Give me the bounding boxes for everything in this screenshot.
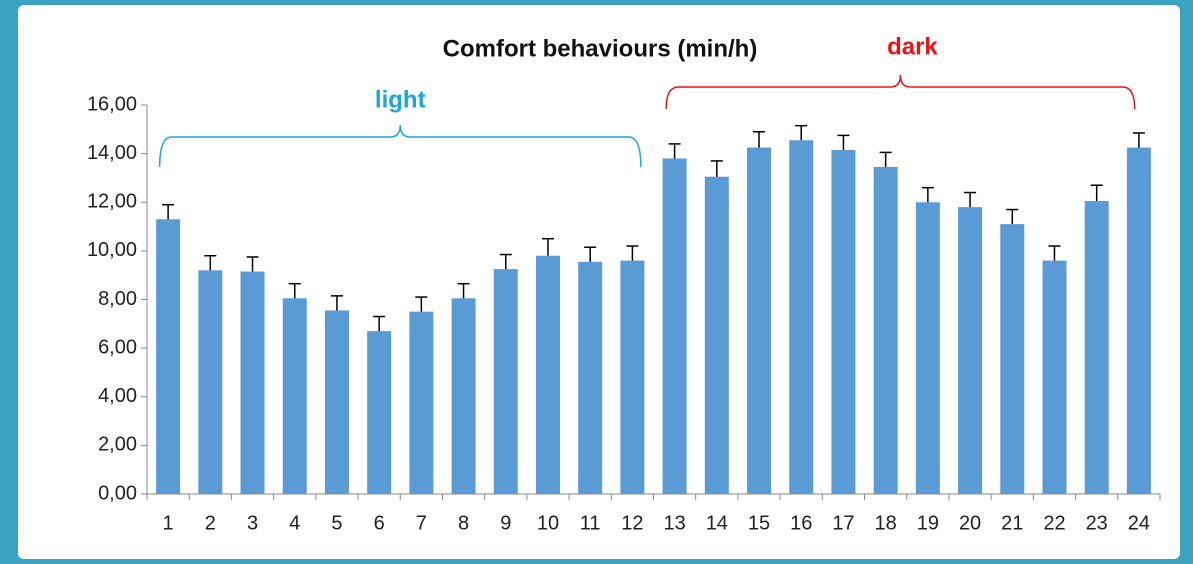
error-bar — [499, 253, 512, 270]
y-tick-label: 14,00 — [87, 142, 137, 164]
bar — [915, 202, 940, 494]
brace — [665, 74, 1136, 110]
error-bar — [879, 151, 892, 167]
x-tick-label: 1 — [163, 512, 174, 534]
error-bar — [837, 134, 850, 150]
error-bar — [457, 282, 470, 299]
annotation: light — [375, 86, 426, 113]
y-tick-label: 0,00 — [98, 482, 137, 504]
y-tick-label: 8,00 — [98, 288, 137, 310]
error-bar — [330, 295, 343, 311]
x-tick-label: 20 — [959, 512, 981, 534]
x-tick-label: 4 — [289, 512, 300, 534]
x-tick-label: 16 — [790, 512, 812, 534]
bar — [789, 140, 814, 495]
error-bar — [710, 160, 723, 177]
bar — [747, 147, 772, 494]
bar — [240, 271, 265, 494]
bar — [873, 166, 898, 494]
x-tick-label: 2 — [205, 512, 216, 534]
y-tick-label: 4,00 — [98, 385, 137, 407]
x-tick-label: 22 — [1043, 512, 1065, 534]
error-bar — [541, 237, 554, 256]
error-bar — [415, 296, 428, 312]
bar — [578, 261, 603, 494]
error-bar — [1090, 184, 1103, 202]
x-tick-label: 24 — [1128, 512, 1150, 534]
x-tick-label: 17 — [832, 512, 854, 534]
bar — [1000, 224, 1025, 494]
bar — [958, 207, 983, 495]
error-bar — [288, 282, 301, 299]
bar — [451, 298, 476, 494]
y-tick-label: 16,00 — [87, 93, 137, 115]
x-tick-label: 14 — [706, 512, 728, 534]
bar — [198, 270, 223, 494]
error-bar — [204, 254, 217, 271]
error-bar — [964, 191, 977, 208]
annotation: dark — [887, 33, 938, 60]
x-tick-label: 19 — [917, 512, 939, 534]
x-tick-label: 18 — [875, 512, 897, 534]
error-bar — [668, 143, 681, 159]
brace — [158, 124, 642, 168]
x-tick-label: 3 — [247, 512, 258, 534]
chart-title: Comfort behaviours (min/h) — [443, 35, 758, 62]
bar — [324, 310, 349, 494]
error-bar — [373, 315, 386, 332]
x-tick-label: 13 — [663, 512, 685, 534]
bar — [493, 269, 518, 494]
x-tick-label: 8 — [458, 512, 469, 534]
bar — [156, 219, 181, 495]
error-bar — [1006, 208, 1019, 225]
x-tick-label: 12 — [621, 512, 643, 534]
y-tick-label: 12,00 — [87, 191, 137, 213]
x-tick-label: 7 — [416, 512, 427, 534]
bar — [535, 255, 560, 494]
x-tick-label: 23 — [1086, 512, 1108, 534]
bar — [831, 149, 856, 494]
bar — [620, 260, 645, 494]
bar — [1084, 201, 1109, 495]
bar — [1042, 260, 1067, 494]
x-tick-label: 5 — [331, 512, 342, 534]
x-tick-label: 11 — [580, 512, 601, 534]
bar — [409, 311, 434, 494]
error-bar — [1132, 132, 1145, 148]
x-tick-label: 9 — [500, 512, 511, 534]
bar — [662, 158, 687, 495]
y-tick-label: 10,00 — [87, 239, 137, 261]
error-bar — [1048, 245, 1061, 261]
error-bar — [626, 245, 639, 261]
x-tick-label: 6 — [374, 512, 385, 534]
y-tick-label: 2,00 — [98, 434, 137, 456]
error-bar — [246, 256, 259, 272]
error-bar — [162, 203, 175, 220]
bar — [704, 176, 729, 495]
x-tick-label: 10 — [537, 512, 559, 534]
error-bar — [921, 186, 934, 203]
x-tick-label: 21 — [1001, 512, 1023, 534]
x-tick-label: 15 — [748, 512, 770, 534]
y-tick-label: 6,00 — [98, 336, 137, 358]
error-bar — [584, 246, 597, 262]
bar — [367, 331, 392, 494]
error-bar — [795, 124, 808, 141]
bar — [282, 298, 307, 494]
error-bar — [753, 130, 766, 148]
bar — [1126, 147, 1151, 494]
